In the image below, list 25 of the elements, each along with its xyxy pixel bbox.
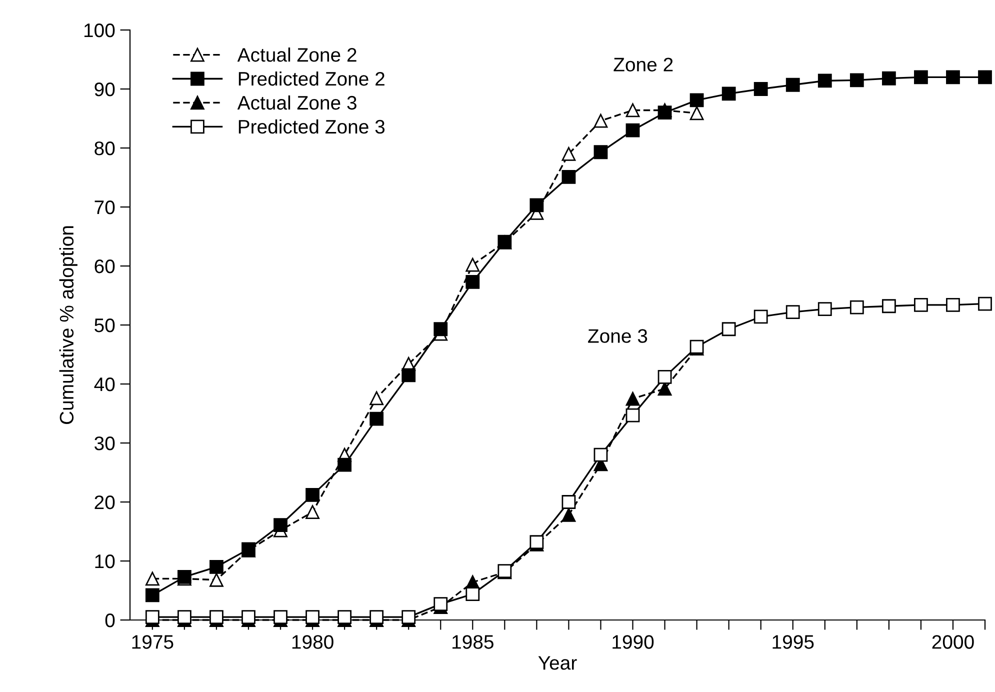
annotation: Zone 3 — [588, 329, 648, 343]
y-tick-label: 60 — [94, 259, 115, 274]
x-tick-label: 1990 — [612, 635, 654, 649]
y-tick-label: 30 — [94, 436, 115, 450]
x-tick-label: 1985 — [452, 635, 494, 649]
y-tick-label: 80 — [94, 141, 115, 156]
y-tick-label: 100 — [84, 23, 115, 38]
x-axis-title: Year — [538, 656, 577, 670]
y-tick-label: 40 — [94, 377, 115, 392]
y-tick-label: 70 — [94, 200, 115, 214]
legend-label: Predicted Zone 2 — [238, 71, 384, 86]
y-tick-label: 50 — [94, 318, 115, 332]
y-tick-label: 90 — [94, 82, 115, 96]
legend-label: Predicted Zone 3 — [238, 119, 385, 134]
x-tick-label: 1980 — [292, 635, 334, 649]
y-tick-label: 10 — [95, 554, 115, 568]
annotation: Zone 2 — [614, 58, 673, 72]
x-tick-label: 1995 — [772, 635, 814, 649]
y-tick-label: 20 — [94, 495, 115, 510]
x-tick-label: 1975 — [132, 635, 174, 649]
x-tick-label: 2000 — [932, 635, 974, 649]
y-axis-title: Cumulative % adoption — [59, 226, 78, 424]
legend-label: Actual Zone 2 — [237, 48, 356, 62]
y-tick-label: 0 — [105, 613, 115, 628]
legend-label: Actual Zone 3 — [237, 95, 356, 110]
